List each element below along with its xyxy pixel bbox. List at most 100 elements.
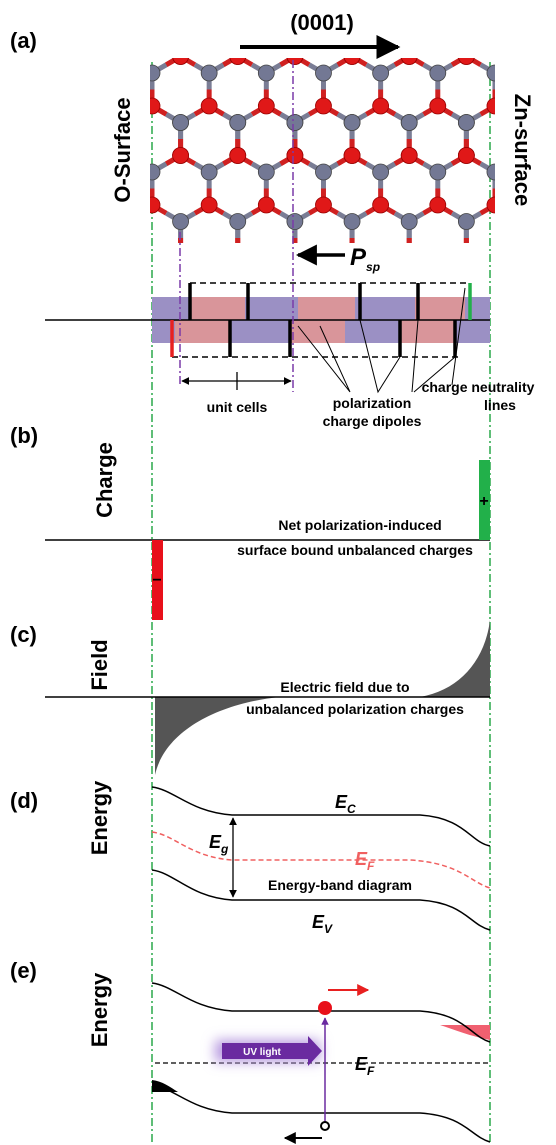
dipoles-label: charge dipoles [323, 413, 422, 429]
oxygen-atom [344, 49, 360, 65]
plus-sign: + [479, 493, 488, 510]
bond [381, 7, 395, 15]
oxygen-atom [458, 247, 474, 263]
bond [66, 156, 80, 164]
bond [495, 263, 509, 271]
bond [409, 15, 423, 23]
oxygen-atom [373, 0, 389, 15]
bond [466, 255, 480, 263]
bond [552, 263, 556, 271]
bond [524, 57, 538, 65]
ev-label: EV [312, 912, 333, 936]
panel-label: (d) [10, 788, 38, 813]
bond [95, 65, 109, 73]
bond [223, 15, 237, 23]
bond [495, 65, 509, 73]
bond [495, 106, 509, 114]
bond [352, 15, 366, 23]
figure: (a) (0001) O-Surface Zn-surface Psp unit… [0, 0, 556, 1145]
bond [395, 15, 409, 23]
oxygen-atom [87, 296, 103, 312]
bond [109, 57, 123, 65]
oxygen-atom [516, 49, 532, 65]
subscript: sp [366, 260, 380, 274]
bond [66, 15, 80, 23]
oxygen-atom [115, 247, 131, 263]
dipoles-label: polarization [333, 395, 412, 411]
bond [323, 263, 337, 271]
bond [223, 255, 237, 263]
bond [109, 57, 123, 65]
caption: unbalanced polarization charges [246, 701, 464, 717]
bond [238, 255, 252, 263]
bond [395, 255, 409, 263]
zinc-atom [201, 164, 217, 180]
zinc-atom [87, 263, 103, 279]
oxygen-atom [87, 98, 103, 114]
oxygen-atom [258, 0, 274, 15]
oxygen-atom [115, 49, 131, 65]
zinc-atom [315, 164, 331, 180]
bond [538, 65, 552, 73]
oxygen-atom [58, 247, 74, 263]
bond [466, 15, 480, 23]
oxygen-atom [315, 98, 331, 114]
bond [95, 304, 109, 312]
bond [195, 7, 209, 15]
oxygen-atom [544, 98, 556, 114]
conduction-band [152, 787, 490, 846]
bond [552, 106, 556, 114]
valence-band [152, 1085, 490, 1142]
zinc-atom [115, 16, 131, 32]
bond [95, 263, 109, 271]
unit-cells-label: unit cells [207, 399, 268, 415]
zinc-atom [458, 16, 474, 32]
zinc-atom [430, 65, 446, 81]
bond [138, 205, 152, 213]
zinc-atom [144, 65, 160, 81]
zinc-atom [230, 214, 246, 230]
bond [552, 106, 556, 114]
zinc-atom [401, 214, 417, 230]
oxygen-atom [373, 98, 389, 114]
bond [495, 304, 509, 312]
bond [495, 263, 509, 271]
zinc-atom [115, 16, 131, 32]
bond [509, 312, 523, 320]
zinc-atom [344, 214, 360, 230]
bond [123, 57, 137, 65]
bond [438, 263, 452, 271]
bond [123, 15, 137, 23]
bond [166, 255, 180, 263]
bond [95, 7, 109, 15]
bond [409, 255, 423, 263]
surface-label: O-Surface [110, 97, 135, 202]
eg-label: Eg [209, 832, 229, 856]
oxygen-atom [58, 148, 74, 164]
oxygen-atom [544, 0, 556, 15]
electron [318, 1001, 332, 1015]
bond [152, 263, 166, 271]
bond [509, 57, 523, 65]
bond [181, 255, 195, 263]
bond [495, 205, 509, 213]
oxygen-atom [430, 98, 446, 114]
oxygen-atom [544, 296, 556, 312]
bond [438, 7, 452, 15]
ef-label: EF [355, 849, 375, 873]
zinc-atom [258, 65, 274, 81]
bond [538, 164, 552, 172]
bond [509, 57, 523, 65]
oxygen-atom [430, 0, 446, 15]
bond [552, 263, 556, 271]
bond [538, 304, 552, 312]
zinc-atom [430, 164, 446, 180]
ec-label: EC [335, 792, 356, 816]
ef-label: EF [355, 1054, 375, 1078]
subscript: V [324, 922, 333, 936]
bond [509, 213, 523, 221]
zinc-atom [401, 115, 417, 131]
bond [138, 106, 152, 114]
bond [538, 7, 552, 15]
bond [509, 15, 523, 23]
